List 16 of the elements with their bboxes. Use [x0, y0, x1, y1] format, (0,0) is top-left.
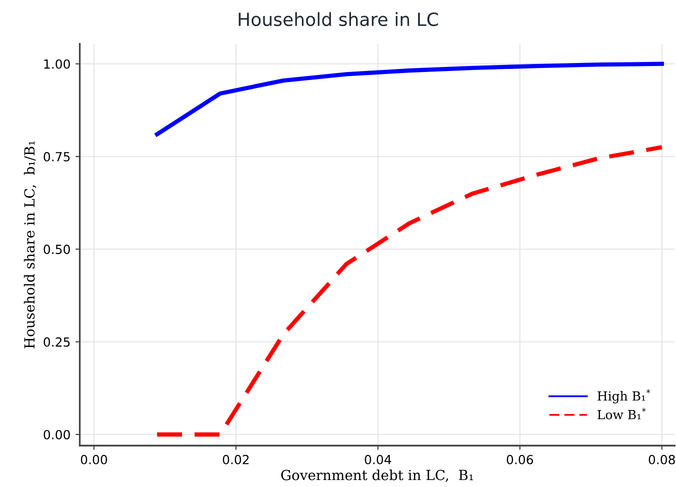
chart-title: Household share in LC	[238, 12, 438, 26]
x-tick-label: 0.08	[648, 454, 675, 464]
legend-label: High B₁$^{*}$	[598, 389, 650, 404]
y-tick-label: 1.00	[44, 59, 70, 69]
y-tick-label: 0.50	[44, 244, 70, 254]
line-series	[154, 62, 664, 136]
y-tick-label: 0.00	[44, 430, 70, 440]
legend-label: Low B₁$^{*}$	[598, 408, 646, 420]
x-tick-label: 0.04	[364, 454, 392, 464]
x-tick-label: 0.06	[506, 454, 534, 464]
x-tick-label: 0.02	[222, 454, 249, 464]
x-axis-title: Government debt in LC, B₁	[281, 470, 473, 482]
y-axis-title: Household share in LC, b₁/B₁	[24, 141, 36, 348]
x-tick-label: 0.00	[80, 454, 108, 464]
y-tick-label: 0.75	[44, 152, 70, 162]
y-tick-label: 0.25	[44, 337, 70, 347]
